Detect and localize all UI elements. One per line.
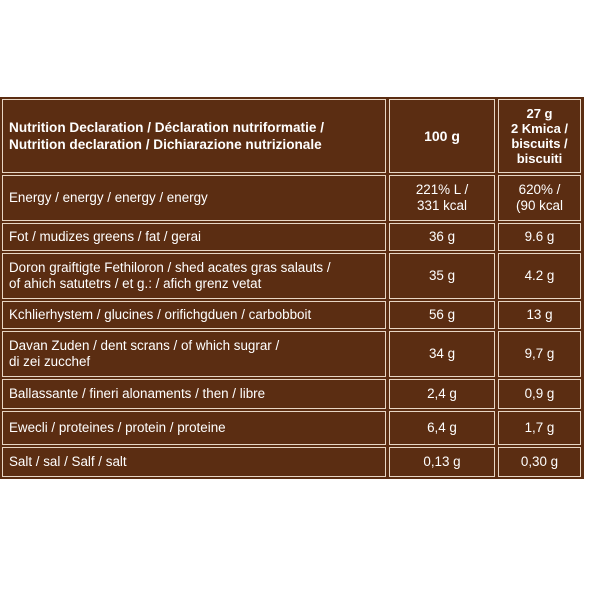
row-value-100g: 36 g (389, 223, 495, 251)
table-row: Energy / energy / energy / energy 221% L… (0, 175, 584, 221)
row-value-portion: 0,9 g (498, 379, 581, 409)
row-label: Salt / sal / Salf / salt (2, 447, 386, 477)
row-label: Doron graiftigte Fethiloron / shed acate… (2, 253, 386, 299)
row-label-line: di zei zucchef (9, 354, 91, 369)
value-line: 221% L / (415, 182, 469, 197)
row-label-line: Energy / energy / energy / energy (9, 190, 208, 205)
row-value-100g: 6,4 g (389, 411, 495, 445)
row-value-portion: 0,30 g (498, 447, 581, 477)
row-label-line: Kchlierhystem / glucines / orifichgduen … (9, 307, 312, 322)
header-label-line: Nutrition declaration / Dichiarazione nu… (9, 137, 322, 152)
header-portion-line: 2 Kmica / (510, 121, 569, 136)
row-label-line: Davan Zuden / dent scrans / of which sug… (9, 338, 280, 353)
row-value-portion: 9.6 g (498, 223, 581, 251)
row-value-portion: 9,7 g (498, 331, 581, 377)
table-row: Ballassante / fineri alonaments / then /… (0, 379, 584, 409)
table-row: Salt / sal / Salf / salt 0,13 g 0,30 g (0, 447, 584, 477)
table-row: Doron graiftigte Fethiloron / shed acate… (0, 253, 584, 299)
header-100g: 100 g (389, 99, 495, 173)
row-label-line: Ewecli / proteines / protein / proteine (9, 420, 226, 435)
row-value-portion: 4.2 g (498, 253, 581, 299)
row-label-line: Fot / mudizes greens / fat / gerai (9, 229, 202, 244)
row-label: Ewecli / proteines / protein / proteine (2, 411, 386, 445)
row-value-100g: 34 g (389, 331, 495, 377)
row-label: Davan Zuden / dent scrans / of which sug… (2, 331, 386, 377)
table-row: Ewecli / proteines / protein / proteine … (0, 411, 584, 445)
header-portion-line: 27 g (526, 106, 553, 121)
row-label-line: Doron graiftigte Fethiloron / shed acate… (9, 260, 331, 275)
row-label: Fot / mudizes greens / fat / gerai (2, 223, 386, 251)
row-label: Kchlierhystem / glucines / orifichgduen … (2, 301, 386, 329)
row-label-line: Salt / sal / Salf / salt (9, 454, 127, 469)
nutrition-table: Nutrition Declaration / Déclaration nutr… (0, 97, 584, 479)
row-value-100g: 2,4 g (389, 379, 495, 409)
row-label: Ballassante / fineri alonaments / then /… (2, 379, 386, 409)
row-label-line: of ahich satutetrs / et g.: / afich gren… (9, 276, 262, 291)
header-portion-line: biscuits / (511, 136, 568, 151)
row-value-100g: 56 g (389, 301, 495, 329)
value-line: 331 kcal (417, 198, 467, 213)
value-line: (90 kcal (516, 198, 563, 213)
table-row: Davan Zuden / dent scrans / of which sug… (0, 331, 584, 377)
header-portion: 27 g 2 Kmica / biscuits / biscuiti (498, 99, 581, 173)
row-value-100g: 221% L / 331 kcal (389, 175, 495, 221)
table-row: Kchlierhystem / glucines / orifichgduen … (0, 301, 584, 329)
table-header-row: Nutrition Declaration / Déclaration nutr… (0, 99, 584, 173)
row-label: Energy / energy / energy / energy (2, 175, 386, 221)
row-value-portion: 620% / (90 kcal (498, 175, 581, 221)
row-value-100g: 35 g (389, 253, 495, 299)
value-line: 620% / (518, 182, 561, 197)
header-label: Nutrition Declaration / Déclaration nutr… (2, 99, 386, 173)
row-value-100g: 0,13 g (389, 447, 495, 477)
row-value-portion: 1,7 g (498, 411, 581, 445)
row-value-portion: 13 g (498, 301, 581, 329)
header-portion-line: biscuiti (516, 151, 563, 166)
header-label-line: Nutrition Declaration / Déclaration nutr… (9, 120, 324, 135)
table-row: Fot / mudizes greens / fat / gerai 36 g … (0, 223, 584, 251)
row-label-line: Ballassante / fineri alonaments / then /… (9, 386, 266, 401)
